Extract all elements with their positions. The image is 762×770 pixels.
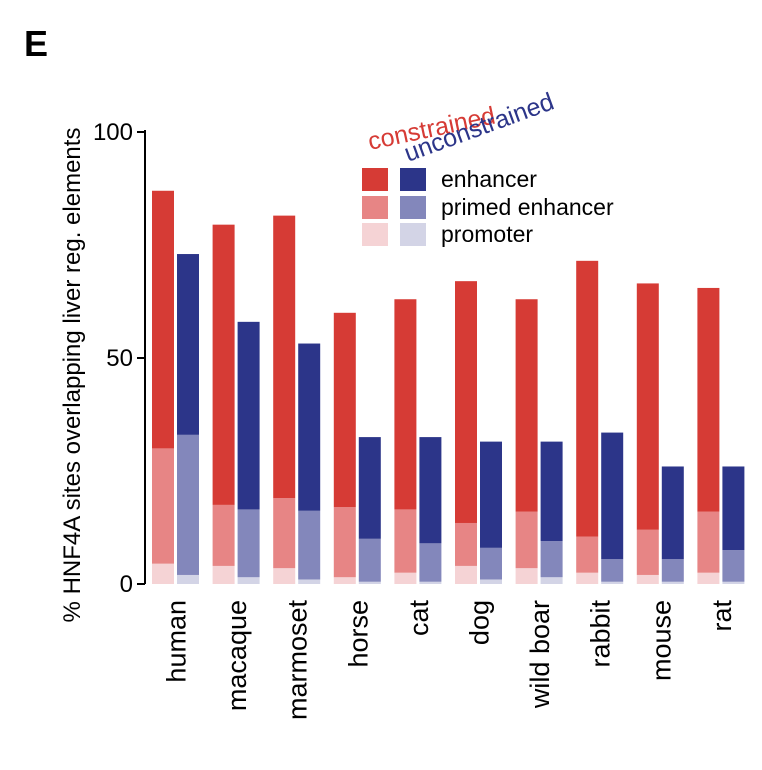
legend-swatch-constrained-promoter: [362, 223, 388, 246]
bar-constrained-primed-enhancer-macaque: [212, 504, 235, 566]
bar-constrained-promoter-marmoset: [273, 568, 296, 584]
bar-constrained-promoter-dog: [455, 565, 477, 584]
bar-constrained-primed-enhancer-marmoset: [273, 498, 296, 569]
legend-swatch-constrained-enhancer: [362, 168, 388, 191]
bar-unconstrained-primed-enhancer-dog: [480, 547, 502, 580]
bar-unconstrained-primed-enhancer-rabbit: [601, 559, 624, 582]
y-tick-label-100: 100: [93, 119, 133, 146]
x-tick-label-horse: horse: [343, 600, 373, 668]
bar-constrained-primed-enhancer-rat: [697, 511, 720, 573]
bar-constrained-enhancer-macaque: [212, 224, 235, 505]
legend-label-primed-enhancer: primed enhancer: [441, 194, 614, 220]
y-tick-label-50: 50: [106, 345, 133, 372]
bar-unconstrained-primed-enhancer-mouse: [661, 559, 684, 582]
x-tick-label-rat: rat: [707, 600, 737, 632]
bar-constrained-promoter-rat: [697, 572, 720, 584]
bar-unconstrained-primed-enhancer-horse: [358, 538, 381, 582]
bar-unconstrained-primed-enhancer-rat: [722, 550, 745, 582]
bar-unconstrained-promoter-horse: [358, 581, 381, 584]
x-tick-label-macaque: macaque: [222, 600, 252, 711]
bar-constrained-promoter-rabbit: [576, 572, 599, 584]
legend-label-enhancer: enhancer: [441, 166, 537, 192]
bar-constrained-enhancer-rat: [697, 287, 720, 512]
bar-unconstrained-enhancer-rabbit: [601, 432, 624, 560]
y-tick-label-0: 0: [120, 571, 133, 598]
bar-unconstrained-enhancer-mouse: [661, 466, 684, 560]
bar-unconstrained-primed-enhancer-human: [177, 434, 199, 575]
bar-unconstrained-promoter-human: [177, 574, 199, 584]
x-tick-label-rabbit: rabbit: [586, 600, 616, 668]
bar-constrained-enhancer-marmoset: [273, 215, 296, 499]
bar-unconstrained-primed-enhancer-wild-boar: [540, 541, 563, 578]
legend-swatch-unconstrained-primed-enhancer: [400, 196, 426, 219]
bar-constrained-enhancer-human: [152, 190, 174, 449]
bar-unconstrained-enhancer-dog: [480, 441, 502, 548]
legend-swatch-constrained-primed-enhancer: [362, 196, 388, 219]
bar-constrained-promoter-cat: [394, 572, 417, 584]
bar-constrained-promoter-macaque: [212, 565, 235, 584]
bar-unconstrained-enhancer-human: [177, 254, 199, 435]
x-tick-label-wild-boar: wild boar: [525, 600, 555, 709]
x-tick-label-mouse: mouse: [646, 600, 676, 681]
bar-unconstrained-enhancer-rat: [722, 466, 745, 551]
bar-unconstrained-enhancer-wild-boar: [540, 441, 563, 542]
bar-constrained-enhancer-mouse: [636, 283, 659, 530]
bar-unconstrained-promoter-marmoset: [298, 579, 321, 584]
bar-unconstrained-promoter-rabbit: [601, 581, 624, 584]
bar-constrained-enhancer-horse: [333, 312, 356, 508]
bar-unconstrained-promoter-cat: [419, 581, 442, 584]
legend-swatch-unconstrained-enhancer: [400, 168, 426, 191]
bar-unconstrained-primed-enhancer-cat: [419, 543, 442, 582]
bar-constrained-primed-enhancer-human: [152, 448, 174, 564]
bar-unconstrained-enhancer-cat: [419, 437, 442, 544]
bar-constrained-primed-enhancer-wild-boar: [515, 511, 538, 569]
bar-unconstrained-primed-enhancer-macaque: [237, 509, 260, 578]
bar-constrained-enhancer-dog: [455, 281, 477, 523]
bar-unconstrained-enhancer-marmoset: [298, 343, 321, 511]
x-tick-label-marmoset: marmoset: [283, 600, 313, 721]
bar-constrained-primed-enhancer-dog: [455, 522, 477, 566]
legend-swatch-unconstrained-promoter: [400, 223, 426, 246]
panel-label: E: [24, 23, 48, 64]
bar-constrained-promoter-human: [152, 563, 174, 584]
bar-unconstrained-enhancer-horse: [358, 437, 381, 539]
bar-constrained-enhancer-cat: [394, 299, 417, 510]
y-axis-label: % HNF4A sites overlapping liver reg. ele…: [59, 128, 86, 623]
bar-constrained-promoter-horse: [333, 577, 356, 584]
x-tick-label-cat: cat: [404, 600, 434, 637]
bar-constrained-primed-enhancer-mouse: [636, 529, 659, 575]
bar-constrained-promoter-mouse: [636, 574, 659, 584]
legend-label-promoter: promoter: [441, 221, 533, 247]
bar-constrained-primed-enhancer-horse: [333, 507, 356, 578]
plot-area: 0 50 100 human macaque marmoset horse cat dog wil…: [93, 119, 745, 721]
bar-constrained-primed-enhancer-rabbit: [576, 536, 599, 573]
bar-unconstrained-enhancer-macaque: [237, 321, 260, 510]
bar-unconstrained-promoter-wild-boar: [540, 577, 563, 584]
bar-unconstrained-promoter-macaque: [237, 577, 260, 584]
bar-unconstrained-promoter-dog: [480, 579, 502, 584]
bar-unconstrained-primed-enhancer-marmoset: [298, 510, 321, 580]
bar-unconstrained-promoter-rat: [722, 581, 745, 584]
x-tick-label-human: human: [162, 600, 192, 683]
bar-constrained-primed-enhancer-cat: [394, 509, 417, 573]
bar-constrained-promoter-wild-boar: [515, 568, 538, 584]
x-tick-label-dog: dog: [465, 600, 495, 645]
bar-constrained-enhancer-wild-boar: [515, 299, 538, 512]
bar-constrained-enhancer-rabbit: [576, 260, 599, 537]
bar-unconstrained-promoter-mouse: [661, 581, 684, 584]
